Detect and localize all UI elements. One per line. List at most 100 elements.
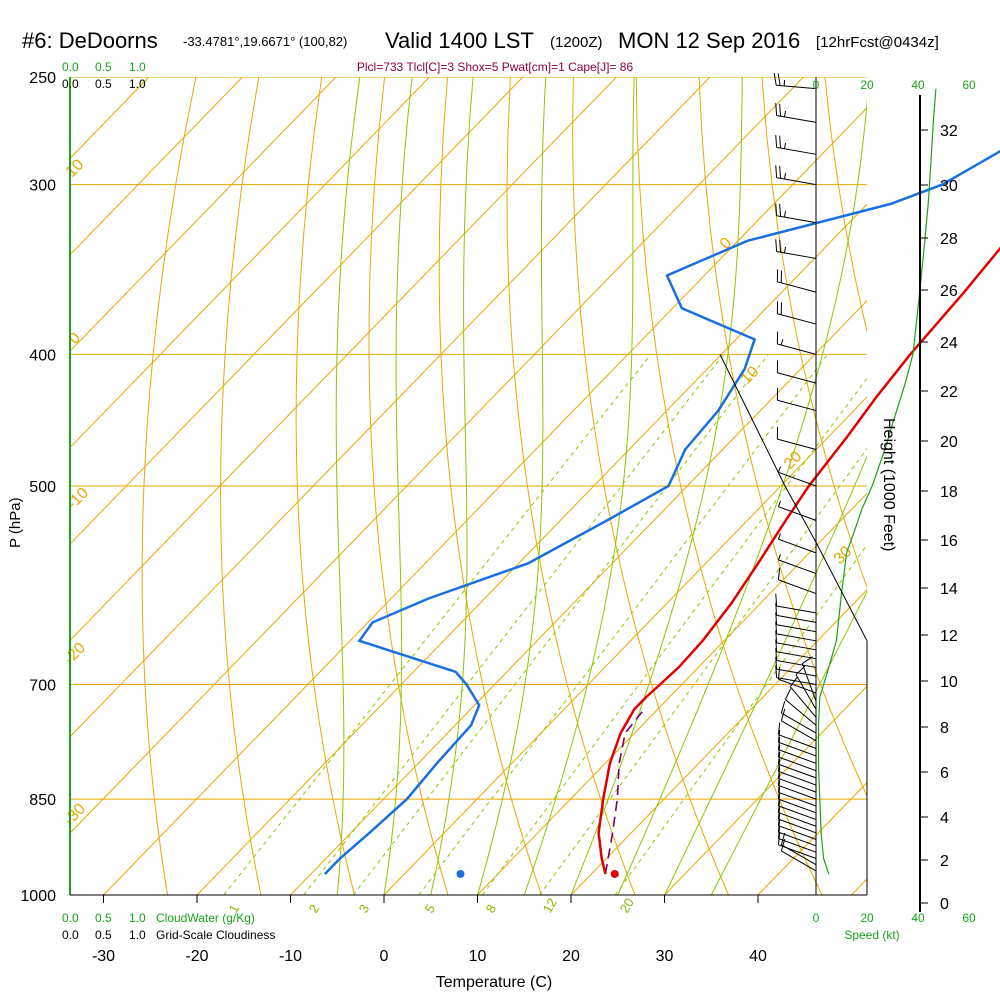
cloud-bottom-green-0: 0.0: [62, 911, 79, 925]
cloud-top-green-0: 0.0: [62, 60, 79, 74]
mixing-ratio-line: [418, 354, 829, 895]
wind-barb: [776, 114, 817, 123]
dry-adiabat: [572, 77, 729, 895]
wind-barb: [785, 699, 817, 726]
dry-adiabat: [824, 77, 867, 334]
station-coords: -33.4781°,19.6671° (100,82): [183, 34, 347, 49]
wind-barb: [778, 471, 817, 487]
wind-barbs: [773, 72, 817, 895]
wind-barb-flag: [775, 203, 778, 216]
wind-barb-flag: [773, 72, 777, 86]
cloud-top-black-2: 1.0: [129, 77, 146, 91]
speed-bottom-40: 40: [911, 911, 925, 925]
mixing-ratio-line: [481, 377, 867, 895]
wind-barb: [778, 538, 817, 554]
mixing-ratio-label: 12: [540, 895, 560, 915]
wind-barb-flag: [775, 656, 778, 670]
mixing-ratio-line: [223, 354, 652, 895]
wind-barb-flag: [777, 751, 781, 765]
mixing-ratio-label: 5: [422, 902, 439, 916]
mixing-ratio-label: 3: [356, 902, 373, 916]
wind-barb-flag: [775, 239, 778, 252]
isotherm: [70, 77, 243, 256]
height-tick-label: 6: [940, 765, 949, 782]
cloud-top-black-1: 0.5: [95, 77, 112, 91]
wind-barb: [777, 372, 817, 384]
wind-barb-flag: [779, 103, 782, 117]
height-tick-label: 12: [940, 628, 958, 645]
wind-barb-flag: [783, 79, 786, 86]
valid-date: MON 12 Sep 2016: [618, 28, 800, 53]
wind-barb-flag: [779, 165, 782, 179]
cloudwater-label: CloudWater (g/Kg): [156, 911, 255, 925]
dry-adiabat: [220, 77, 262, 895]
cloud-bottom-green-1: 0.5: [95, 911, 112, 925]
isotherm-label: 0: [66, 329, 84, 347]
valid-time: Valid 1400 LST: [385, 28, 534, 53]
wind-barb-flag: [779, 135, 782, 149]
wind-barb-flag: [777, 773, 781, 786]
wind-barb: [781, 720, 817, 742]
wind-barb-flag: [775, 134, 778, 148]
height-tick-label: 26: [940, 283, 958, 300]
wind-barb: [778, 678, 817, 694]
cloud-bottom-black-2: 1.0: [129, 928, 146, 942]
wind-barb-flag: [775, 612, 778, 625]
isotherm: [70, 77, 524, 545]
speed-top-20: 20: [860, 78, 874, 92]
wind-barb: [778, 770, 817, 786]
height-tick-label: 0: [940, 896, 949, 913]
wind-barb: [778, 579, 817, 595]
wind-barb: [777, 281, 817, 293]
wind-barb: [778, 831, 817, 847]
wind-barb-flag: [784, 688, 792, 700]
wind-barb-flag: [780, 832, 786, 845]
isotherm-label: 10: [63, 156, 88, 181]
wind-barb: [777, 438, 817, 450]
moist-adiabat: [383, 77, 413, 895]
cloud-bottom-green-2: 1.0: [129, 911, 146, 925]
dry-adiabat: [761, 77, 867, 589]
wind-barb: [778, 784, 817, 800]
wind-barb: [778, 844, 817, 859]
moist-adiabat: [477, 77, 547, 895]
wind-barb: [776, 642, 817, 651]
height-tick-label: 8: [940, 720, 949, 737]
wind-barb-flag: [780, 339, 784, 346]
cloudiness-label: Grid-Scale Cloudiness: [156, 928, 275, 942]
wind-barb-flag: [777, 744, 781, 758]
y-tick-label: 400: [29, 347, 56, 364]
dry-adiabat: [295, 77, 355, 895]
mixing-ratio-label: 20: [617, 895, 637, 915]
mixing-ratio-label: 2: [306, 902, 323, 916]
wind-barb-flag: [783, 110, 787, 117]
mixing-ratio-line: [303, 354, 724, 895]
height-tick-label: 4: [940, 810, 949, 827]
isotherm: [570, 589, 867, 895]
x-tick-label: 40: [749, 948, 767, 965]
cloud-top-green-2: 1.0: [129, 60, 146, 74]
wind-barb: [776, 677, 817, 686]
wind-barb: [801, 663, 817, 702]
height-axis-label: Height (1000 Feet): [880, 418, 897, 551]
x-axis-label: Temperature (C): [436, 974, 552, 991]
speed-profile: [817, 88, 937, 875]
wind-barb: [781, 850, 817, 872]
x-tick-label: 20: [562, 948, 580, 965]
isotherm: [70, 77, 430, 449]
parcel-trace: [604, 711, 643, 875]
isotherm: [70, 77, 804, 834]
wind-barb-flag: [777, 666, 781, 680]
wind-barb: [778, 812, 817, 827]
speed-top-40: 40: [911, 78, 925, 92]
wind-barb-flag: [789, 676, 798, 687]
wind-barb: [776, 633, 817, 642]
wind-barb: [778, 777, 817, 793]
wind-barb: [777, 343, 817, 355]
wind-barb-flag: [779, 239, 782, 253]
wind-barb-flag: [775, 103, 778, 116]
height-tick-label: 18: [940, 484, 958, 501]
